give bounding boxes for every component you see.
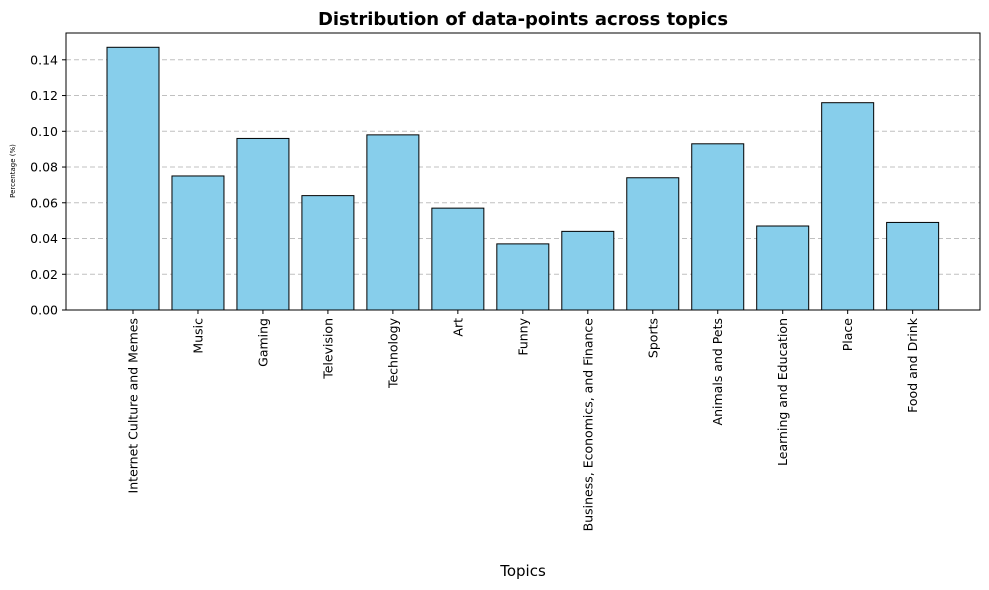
bar — [496, 243, 550, 311]
x-tick-label: Art — [450, 318, 465, 337]
y-axis-ticks: 0.00 0.02 0.04 0.06 0.08 0.10 0.12 0.14 — [30, 52, 66, 318]
y-tick-label: 0.06 — [30, 195, 58, 210]
bar — [301, 195, 355, 311]
y-tick-label: 0.02 — [30, 267, 58, 282]
bar — [561, 230, 615, 311]
y-tick-label: 0.04 — [30, 231, 58, 246]
x-tick-label: Television — [320, 318, 335, 380]
bar — [626, 177, 680, 311]
x-tick-label: Sports — [645, 318, 660, 358]
x-tick-label: Funny — [515, 317, 530, 355]
bar — [171, 175, 225, 311]
x-axis-ticks: Internet Culture and Memes Music Gaming Tel… — [126, 310, 920, 532]
y-tick-label: 0.12 — [30, 88, 58, 103]
y-tick-label: 0.08 — [30, 160, 58, 175]
chart-title: Distribution of data-points across topic… — [318, 9, 728, 30]
y-tick-label: 0.00 — [30, 303, 58, 318]
x-tick-label: Internet Culture and Memes — [126, 318, 141, 493]
bar — [106, 46, 160, 311]
x-tick-label: Technology — [385, 317, 400, 389]
bars — [106, 46, 940, 311]
x-tick-label: Place — [840, 318, 855, 352]
y-tick-label: 0.14 — [30, 52, 58, 67]
bar — [236, 137, 290, 311]
x-tick-label: Animals and Pets — [710, 318, 725, 425]
bar — [886, 221, 940, 311]
x-axis-label: Topics — [499, 562, 546, 580]
x-tick-label: Music — [190, 318, 205, 354]
bar — [756, 225, 810, 311]
bar — [431, 207, 485, 311]
y-axis-label: Percentage (%) — [9, 144, 17, 198]
bar — [366, 134, 420, 311]
x-tick-label: Business, Economics, and Finance — [580, 318, 595, 532]
x-tick-label: Learning and Education — [775, 318, 790, 466]
x-tick-label: Food and Drink — [905, 317, 920, 413]
bar — [821, 102, 875, 311]
bar — [691, 143, 745, 311]
y-tick-label: 0.10 — [30, 124, 58, 139]
x-tick-label: Gaming — [255, 318, 270, 367]
